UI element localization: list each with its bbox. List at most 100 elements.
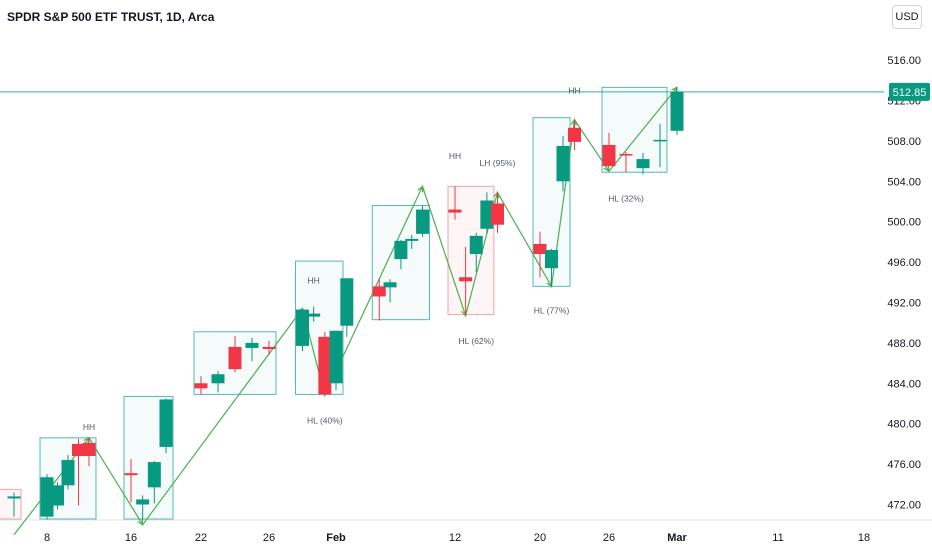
x-tick-label: 20: [534, 532, 546, 544]
candle: [61, 455, 75, 490]
x-tick-label: 26: [603, 532, 615, 544]
last-price-value: 512.85: [893, 87, 927, 99]
candle-body: [245, 342, 259, 348]
candle-body: [653, 139, 667, 142]
candle-body: [82, 442, 96, 457]
candle-body: [602, 144, 616, 167]
candle-body: [296, 309, 309, 346]
candle: [51, 482, 64, 510]
candle: [636, 153, 650, 175]
swing-annotations: HH HH HL (40%) HH HL (62%) LH (95%) HL (77%) HL…: [83, 85, 644, 431]
candle-body: [159, 399, 173, 447]
y-tick-label: 484.00: [887, 378, 921, 390]
y-tick-label: 496.00: [887, 257, 921, 269]
candle: [448, 186, 462, 220]
candle: [670, 87, 684, 135]
candle: [372, 278, 386, 321]
x-tick-label: 26: [263, 532, 275, 544]
swing-label: HL (62%): [458, 336, 494, 346]
candle: [416, 205, 430, 237]
candle-body: [340, 278, 354, 326]
candle: [533, 231, 547, 278]
candle-body: [228, 346, 242, 370]
swing-label: HH: [83, 422, 95, 432]
swing-label: LH (95%): [480, 158, 516, 168]
candle-body: [416, 209, 430, 234]
candle-body: [394, 240, 408, 260]
candle-body: [405, 238, 419, 241]
candle: [568, 119, 581, 150]
candle: [545, 248, 558, 287]
last-price-label: 512.85: [889, 82, 930, 101]
candle-body: [670, 91, 684, 131]
x-tick-label: Mar: [667, 532, 687, 544]
candle: [318, 331, 332, 396]
candle: [136, 495, 150, 520]
candle-body: [61, 460, 75, 486]
candle: [245, 337, 259, 362]
candle: [383, 279, 397, 303]
candle: [602, 132, 616, 167]
candle-body: [545, 249, 558, 269]
candle: [296, 308, 309, 351]
x-tick-label: 22: [195, 532, 207, 544]
zigzag-arrowhead: [603, 165, 610, 173]
chart-title: SPDR S&P 500 ETF TRUST, 1D, Arca: [7, 10, 215, 24]
candle: [194, 376, 208, 395]
chart-header: SPDR S&P 500 ETF TRUST, 1D, Arca USD: [0, 0, 932, 34]
swing-label: HL (40%): [307, 416, 343, 426]
candle-body: [533, 243, 547, 255]
candle: [147, 461, 161, 504]
candle: [329, 330, 343, 391]
candle-body: [147, 462, 161, 488]
currency-button[interactable]: USD: [892, 5, 922, 29]
candle: [211, 371, 225, 393]
y-tick-label: 492.00: [887, 298, 921, 310]
candle-body: [372, 286, 386, 297]
x-tick-label: 18: [858, 532, 870, 544]
candle-body: [124, 473, 138, 476]
x-tick-label: 8: [44, 532, 50, 544]
x-tick-label: 11: [772, 532, 783, 544]
swing-label: HL (32%): [608, 194, 644, 204]
candle-body: [568, 127, 581, 142]
candle-body: [491, 203, 504, 225]
candle-body: [459, 277, 473, 282]
candle-body: [469, 235, 483, 255]
candle-body: [448, 209, 462, 213]
swing-label: HL (77%): [534, 306, 570, 316]
candle: [556, 135, 570, 192]
candle: [469, 232, 483, 273]
candle: [40, 474, 54, 520]
candle-body: [194, 383, 208, 389]
time-axis[interactable]: 8 16 22 26 Feb 12 20 26 Mar 11 18: [0, 519, 932, 544]
candle-body: [307, 313, 321, 317]
price-axis[interactable]: 472.00 476.00 480.00 484.00 488.00 492.00 496.…: [887, 55, 921, 511]
swing-label: HH: [449, 151, 461, 161]
candle-body: [136, 499, 150, 505]
candle: [228, 335, 242, 373]
x-tick-label: Feb: [326, 532, 346, 544]
candle: [82, 437, 96, 467]
zigzag-arrowhead: [417, 185, 424, 193]
y-tick-label: 488.00: [887, 338, 921, 350]
candle: [394, 239, 408, 270]
candle-body: [51, 485, 64, 506]
candle-body: [329, 330, 343, 384]
y-tick-label: 500.00: [887, 217, 921, 229]
candles: [7, 87, 684, 520]
bear-range-box: [0, 488, 22, 520]
candle-body: [262, 346, 276, 349]
zigzag-arrowhead: [137, 518, 144, 526]
candle-body: [619, 154, 633, 156]
candle-body: [211, 374, 225, 384]
candle: [480, 192, 494, 234]
swing-label: HH: [568, 85, 580, 95]
y-tick-label: 476.00: [887, 459, 921, 471]
candle-body: [318, 336, 332, 395]
candle: [72, 438, 85, 506]
candle: [307, 306, 321, 322]
candle-body: [556, 145, 570, 182]
y-tick-label: 504.00: [887, 176, 921, 188]
